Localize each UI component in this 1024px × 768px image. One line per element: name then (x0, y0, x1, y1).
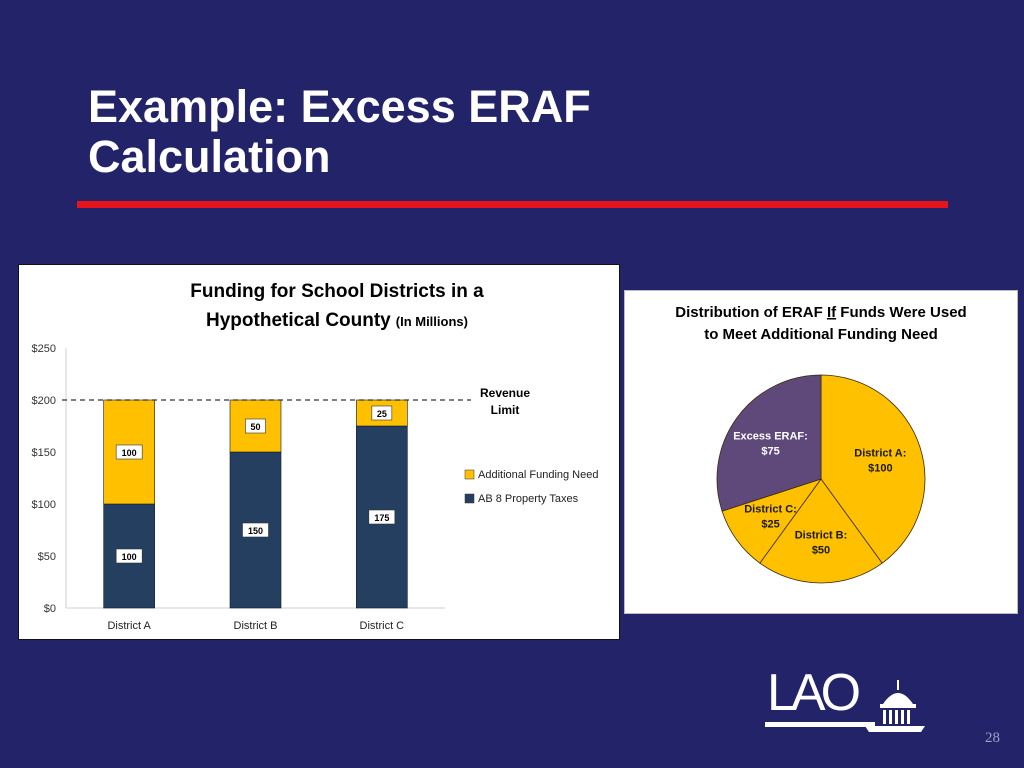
y-tick-label: $250 (32, 343, 56, 355)
pie-title-before: Distribution of ERAF (675, 304, 827, 321)
legend-label: AB 8 Property Taxes (478, 493, 579, 505)
slice-label: District C: (744, 504, 797, 516)
slice-value-label: $50 (812, 544, 830, 556)
bar-chart-title-suffix: (In Millions) (396, 314, 468, 329)
data-label-box (115, 548, 143, 564)
y-tick-label: $150 (32, 447, 56, 459)
pie-slice (820, 374, 926, 564)
slide-title: Example: Excess ERAF Calculation (88, 82, 788, 182)
data-label-box (245, 418, 266, 434)
legend-swatch (464, 469, 475, 480)
lao-logo-text: LAO (767, 664, 859, 722)
x-tick-label: District A (107, 620, 151, 632)
bar-chart-title-main: Hypothetical County (206, 310, 391, 331)
pie-chart-title-line-1: Distribution of ERAF If Funds Were Used (675, 304, 966, 321)
lao-logo-underline (765, 722, 875, 727)
pie-chart-title-line-2: to Meet Additional Funding Need (704, 326, 938, 343)
slice-value-label: $25 (761, 519, 779, 531)
y-tick-label: $200 (32, 395, 56, 407)
pie-title-after: Funds Were Used (836, 304, 967, 321)
slide-title-line-2: Calculation (88, 131, 331, 182)
data-label: 50 (250, 422, 260, 432)
x-tick-label: District B (234, 620, 278, 632)
pie-chart-panel: Distribution of ERAF If Funds Were Used … (624, 290, 1018, 614)
title-underline-rule (77, 201, 948, 208)
slice-label: Excess ERAF: (733, 430, 808, 442)
legend-swatch (464, 493, 475, 504)
data-label: 25 (377, 409, 387, 419)
data-label-box (371, 405, 393, 421)
data-label: 100 (122, 552, 137, 562)
x-tick-label: District C (360, 620, 405, 632)
pie-slice (759, 478, 883, 584)
data-label: 150 (248, 526, 263, 536)
reference-label-line-2: Limit (491, 403, 520, 417)
slice-label: District B: (795, 529, 848, 541)
slice-label: District A: (854, 448, 906, 460)
y-tick-label: $100 (32, 499, 56, 511)
pie-slice (716, 374, 822, 512)
slice-value-label: $75 (761, 445, 779, 457)
page-number: 28 (985, 730, 1000, 746)
pie-title-emphasis: If (827, 304, 837, 321)
slide-title-line-1: Example: Excess ERAF (88, 81, 591, 132)
bar-chart-title-line-2: Hypothetical County (In Millions) (206, 310, 468, 331)
y-tick-label: $50 (38, 551, 56, 563)
data-label-box (368, 509, 396, 525)
y-tick-label: $0 (44, 603, 56, 615)
data-label: 100 (122, 448, 137, 458)
data-label-box (242, 522, 269, 538)
lao-logo: LAO (765, 664, 925, 732)
slice-value-label: $100 (868, 463, 892, 475)
pie-chart: Distribution of ERAF If Funds Were Used … (675, 304, 967, 584)
data-label-box (115, 444, 143, 460)
legend-label: Additional Funding Need (478, 469, 598, 481)
data-label: 175 (374, 513, 389, 523)
bar-chart-title-line-1: Funding for School Districts in a (190, 281, 484, 302)
capitol-dome-icon (865, 680, 925, 732)
reference-label-line-1: Revenue (480, 386, 530, 400)
bar-chart: Funding for School Districts in a Hypoth… (32, 281, 599, 632)
bar-chart-panel: Funding for School Districts in a Hypoth… (18, 264, 620, 640)
